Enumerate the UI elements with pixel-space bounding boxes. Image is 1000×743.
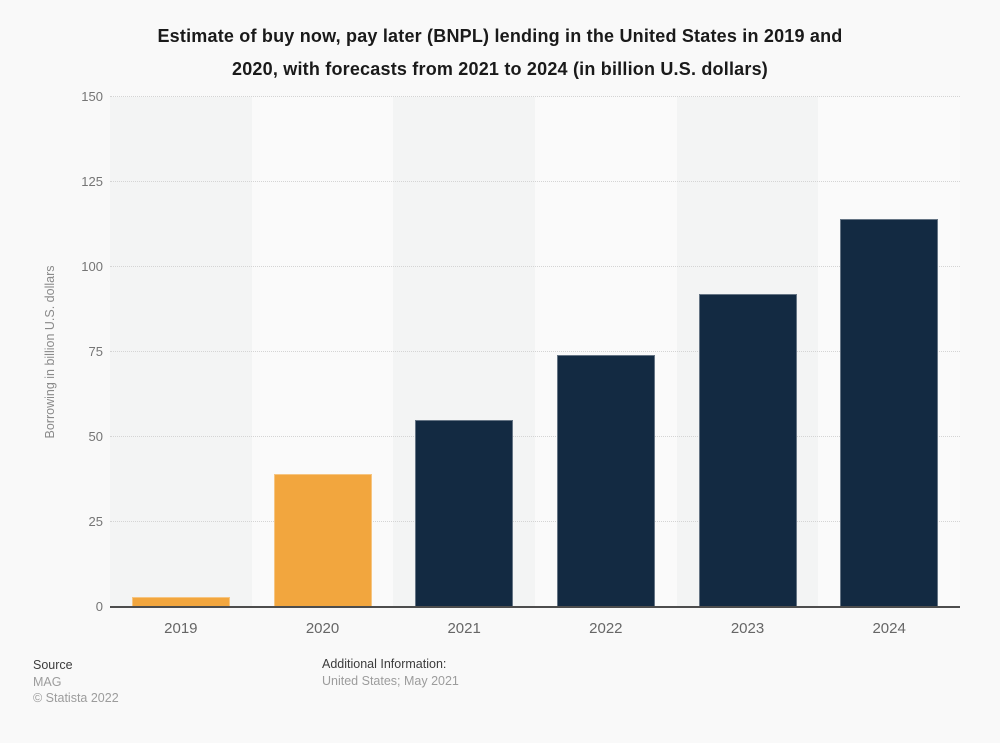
chart-title-line1: Estimate of buy now, pay later (BNPL) le… [157, 26, 843, 46]
copyright-notice: © Statista 2022 [33, 691, 119, 705]
bar-2023[interactable] [698, 294, 797, 607]
y-tick-75: 75 [88, 344, 103, 359]
y-tick-0: 0 [95, 599, 103, 614]
y-tick-100: 100 [81, 259, 103, 274]
chart-title-line2: 2020, with forecasts from 2021 to 2024 (… [232, 59, 768, 79]
y-tick-125: 125 [81, 174, 103, 189]
bar-2020[interactable] [273, 474, 372, 607]
y-tick-150: 150 [81, 89, 103, 104]
plot-band-2019 [110, 97, 252, 607]
y-tick-50: 50 [88, 429, 103, 444]
bar-2022[interactable] [556, 355, 655, 607]
x-tick-2020: 2020 [305, 620, 340, 637]
gridline-100 [110, 266, 960, 267]
gridline-150 [110, 96, 960, 97]
x-axis-line [110, 606, 960, 608]
x-tick-2022: 2022 [589, 620, 623, 637]
bar-2024[interactable] [840, 219, 939, 607]
additional-info-label: Additional Information: [322, 657, 447, 671]
gridline-50 [110, 436, 960, 437]
additional-info-value: United States; May 2021 [322, 673, 459, 688]
y-tick-25: 25 [88, 514, 103, 529]
gridline-125 [110, 181, 960, 182]
gridline-75 [110, 351, 960, 352]
source-value: MAG [33, 674, 62, 689]
x-tick-2024: 2024 [872, 620, 906, 637]
chart-title: Estimate of buy now, pay later (BNPL) le… [0, 20, 1000, 86]
source-label: Source [33, 658, 73, 672]
additional-info-block: Additional Information: United States; M… [322, 656, 459, 689]
plot-area [110, 96, 960, 607]
x-tick-2021: 2021 [447, 620, 481, 637]
x-tick-2023: 2023 [730, 620, 765, 637]
bar-2021[interactable] [415, 420, 514, 607]
x-tick-2019: 2019 [164, 620, 198, 637]
gridline-25 [110, 521, 960, 522]
source-block: Source MAG © Statista 2022 [33, 657, 119, 707]
